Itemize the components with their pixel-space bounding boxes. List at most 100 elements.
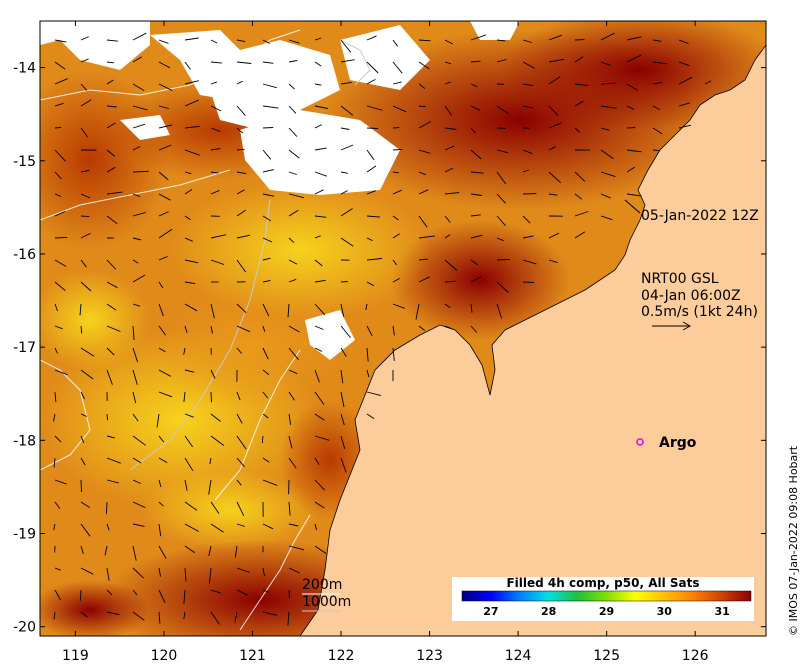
- current-vector: [236, 303, 247, 314]
- current-vector: [158, 567, 161, 577]
- current-vector: [80, 391, 85, 400]
- current-vector: [158, 347, 166, 353]
- plot-frame: [39, 20, 767, 637]
- current-vector: [183, 347, 186, 355]
- current-vector: [496, 149, 509, 154]
- current-vector: [288, 435, 293, 449]
- current-vector: [314, 325, 324, 330]
- current-vector: [496, 105, 509, 115]
- current-vector: [236, 209, 246, 217]
- current-vector: [184, 325, 188, 333]
- current-vector: [184, 259, 199, 264]
- current-vector: [522, 83, 534, 87]
- current-vector: [106, 79, 114, 85]
- current-vector: [288, 127, 298, 137]
- current-vector: [652, 39, 662, 42]
- current-vector: [392, 148, 403, 151]
- current-vector: [262, 523, 274, 530]
- current-vector: [548, 171, 562, 184]
- current-vector: [288, 501, 291, 516]
- lon-tick-label: 122: [328, 648, 355, 664]
- current-vector: [236, 567, 250, 573]
- current-vector: [158, 281, 164, 289]
- current-vector: [444, 145, 455, 151]
- current-vector: [236, 127, 244, 134]
- current-vector: [470, 34, 487, 41]
- current-vector: [340, 369, 344, 384]
- current-vector: [288, 278, 297, 283]
- current-vector: [54, 171, 62, 180]
- current-vector: [522, 169, 529, 173]
- current-vector: [184, 80, 200, 85]
- current-vector: [132, 303, 141, 307]
- current-vector: [366, 237, 373, 242]
- current-vector: [184, 303, 198, 312]
- current-vector: [418, 83, 426, 89]
- current-vector: [418, 215, 428, 228]
- current-vector: [496, 59, 507, 63]
- current-vector: [236, 457, 245, 467]
- current-vector: [574, 231, 586, 239]
- current-vector: [340, 237, 354, 247]
- current-vector: [444, 303, 451, 309]
- current-vector: [210, 61, 222, 64]
- current-vector: [106, 589, 113, 596]
- current-vector: [444, 259, 458, 271]
- current-vector: [496, 39, 506, 42]
- current-vector: [132, 523, 145, 527]
- current-vector: [132, 325, 135, 341]
- current-vector: [210, 105, 222, 112]
- current-source-label: NRT00 GSL: [641, 271, 719, 287]
- lat-tick-label: -15: [13, 154, 36, 170]
- current-vector: [236, 171, 247, 175]
- current-vector: [600, 127, 610, 131]
- snapshot-time-label: 05-Jan-2022 12Z: [641, 208, 759, 224]
- current-vector: [104, 545, 108, 556]
- current-vector: [288, 193, 305, 199]
- isobaths-1000: [129, 39, 371, 471]
- lat-tick-label: -14: [13, 61, 36, 77]
- current-vector: [366, 281, 375, 287]
- current-vector: [132, 413, 139, 422]
- current-vector: [444, 167, 454, 173]
- current-vector: [80, 413, 87, 417]
- current-vector: [106, 303, 117, 311]
- current-vector: [522, 39, 533, 43]
- current-vector: [236, 501, 245, 516]
- current-vector: [210, 369, 216, 379]
- current-vector: [261, 435, 264, 444]
- current-vector: [158, 435, 165, 443]
- land-mass: [299, 21, 766, 636]
- current-vector: [106, 191, 123, 195]
- current-vector: [132, 435, 146, 446]
- current-vector: [288, 171, 297, 175]
- current-vector: [678, 39, 689, 45]
- current-vector: [340, 171, 348, 174]
- current-vector: [678, 124, 692, 129]
- lon-tick-label: 123: [416, 648, 443, 664]
- current-vector: [548, 122, 562, 129]
- current-vector: [444, 61, 452, 65]
- current-vector: [54, 78, 68, 85]
- current-vector: [54, 281, 66, 292]
- current-vector: [80, 169, 90, 173]
- current-vector: [418, 276, 430, 283]
- current-vector: [392, 189, 402, 195]
- current-vector: [340, 127, 350, 130]
- current-vector: [158, 523, 162, 537]
- current-vector: [314, 171, 328, 177]
- current-vector: [236, 39, 246, 43]
- current-vector: [392, 105, 407, 113]
- current-vector: [132, 611, 145, 621]
- scale-arrow: [652, 321, 692, 331]
- current-vector: [210, 325, 213, 334]
- current-vector: [158, 457, 168, 463]
- current-vector: [132, 193, 141, 198]
- current-vector: [106, 435, 116, 439]
- current-vector: [262, 347, 269, 360]
- current-vector: [626, 54, 642, 63]
- current-vector: [132, 32, 147, 41]
- lon-tick-label: 126: [682, 648, 709, 664]
- current-vector: [418, 235, 435, 239]
- current-vector: [210, 189, 220, 195]
